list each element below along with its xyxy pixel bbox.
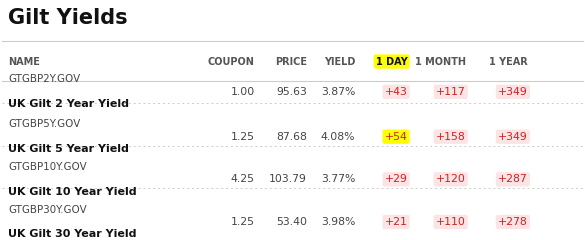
Text: PRICE: PRICE — [275, 57, 307, 66]
Text: +349: +349 — [498, 132, 528, 142]
Text: +43: +43 — [384, 87, 408, 97]
Text: 3.77%: 3.77% — [321, 174, 355, 184]
Text: COUPON: COUPON — [208, 57, 254, 66]
Text: UK Gilt 5 Year Yield: UK Gilt 5 Year Yield — [8, 144, 129, 154]
Text: +54: +54 — [384, 132, 408, 142]
Text: GTGBP30Y.GOV: GTGBP30Y.GOV — [8, 205, 87, 215]
Text: 1.25: 1.25 — [230, 217, 254, 227]
Text: 87.68: 87.68 — [276, 132, 307, 142]
Text: +349: +349 — [498, 87, 528, 97]
Text: GTGBP10Y.GOV: GTGBP10Y.GOV — [8, 162, 87, 172]
Text: +120: +120 — [436, 174, 466, 184]
Text: Gilt Yields: Gilt Yields — [8, 8, 128, 28]
Text: +21: +21 — [384, 217, 408, 227]
Text: 1 DAY: 1 DAY — [376, 57, 408, 66]
Text: 3.87%: 3.87% — [321, 87, 355, 97]
Text: 1.00: 1.00 — [230, 87, 254, 97]
Text: 1.25: 1.25 — [230, 132, 254, 142]
Text: UK Gilt 10 Year Yield: UK Gilt 10 Year Yield — [8, 187, 136, 197]
Text: UK Gilt 30 Year Yield: UK Gilt 30 Year Yield — [8, 229, 136, 239]
Text: 53.40: 53.40 — [276, 217, 307, 227]
Text: +117: +117 — [436, 87, 466, 97]
Text: 95.63: 95.63 — [276, 87, 307, 97]
Text: +278: +278 — [498, 217, 528, 227]
Text: GTGBP5Y.GOV: GTGBP5Y.GOV — [8, 119, 80, 129]
Text: 103.79: 103.79 — [269, 174, 307, 184]
Text: GTGBP2Y.GOV: GTGBP2Y.GOV — [8, 74, 80, 84]
Text: +110: +110 — [436, 217, 466, 227]
Text: 4.08%: 4.08% — [321, 132, 355, 142]
Text: 4.25: 4.25 — [230, 174, 254, 184]
Text: YIELD: YIELD — [324, 57, 355, 66]
Text: 3.98%: 3.98% — [321, 217, 355, 227]
Text: 1 MONTH: 1 MONTH — [415, 57, 466, 66]
Text: NAME: NAME — [8, 57, 40, 66]
Text: +29: +29 — [384, 174, 408, 184]
Text: +158: +158 — [436, 132, 466, 142]
Text: +287: +287 — [498, 174, 528, 184]
Text: UK Gilt 2 Year Yield: UK Gilt 2 Year Yield — [8, 99, 129, 109]
Text: 1 YEAR: 1 YEAR — [489, 57, 528, 66]
